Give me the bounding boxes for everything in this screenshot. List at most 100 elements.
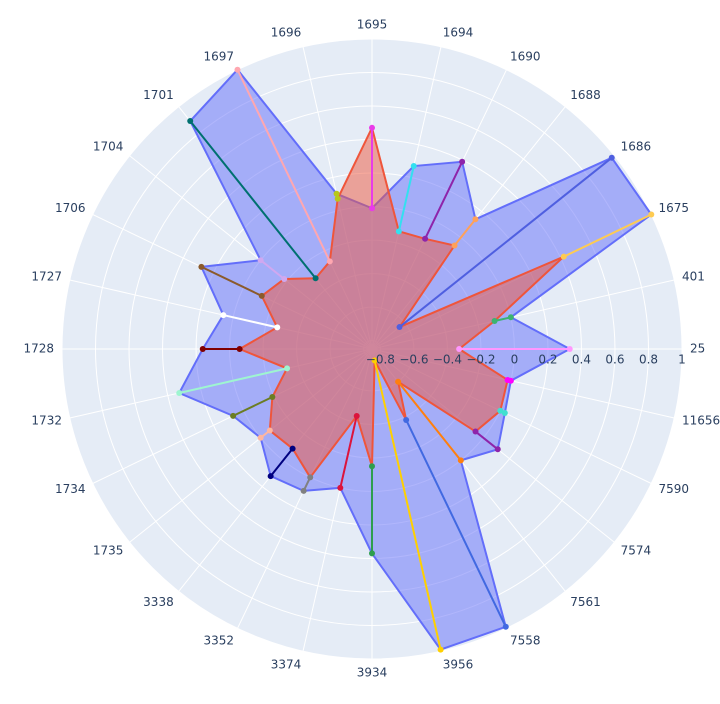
marker <box>608 154 615 161</box>
marker <box>198 263 205 270</box>
marker <box>369 550 375 557</box>
marker <box>472 428 479 435</box>
angular-tick-label: 1675 <box>659 201 690 215</box>
marker <box>236 346 243 352</box>
segment <box>223 314 278 329</box>
angular-tick-label: 3352 <box>203 633 234 647</box>
marker <box>371 357 378 364</box>
marker <box>369 463 375 470</box>
angular-tick-label: 1696 <box>271 26 302 40</box>
radial-tick-label: 1 <box>678 353 686 367</box>
segment <box>424 161 464 240</box>
marker <box>410 163 417 170</box>
marker <box>284 365 291 372</box>
angular-tick-label: 3956 <box>443 657 474 671</box>
marker <box>472 216 479 223</box>
radial-tick-label: 0.2 <box>538 353 557 367</box>
radial-tick-label: 0 <box>511 353 519 367</box>
marker <box>566 346 573 352</box>
marker <box>502 623 509 630</box>
radial-tick-label: 0.6 <box>605 353 624 367</box>
angular-tick-label: 7590 <box>659 482 690 496</box>
marker <box>187 118 194 125</box>
marker <box>333 190 340 197</box>
marker <box>337 484 344 491</box>
angular-tick-label: 1695 <box>357 18 388 32</box>
segment <box>179 367 288 394</box>
angular-tick-label: 3374 <box>271 657 302 671</box>
angular-tick-label: 1735 <box>93 544 124 558</box>
marker <box>326 258 333 265</box>
marker <box>289 445 296 452</box>
angular-tick-label: 1690 <box>510 50 541 64</box>
marker <box>257 257 264 264</box>
marker <box>497 407 504 414</box>
marker <box>281 276 288 283</box>
angular-tick-label: 1706 <box>55 201 86 215</box>
angular-tick-label: 1688 <box>570 88 601 102</box>
marker <box>459 158 466 165</box>
marker <box>369 124 375 131</box>
radial-tick-label: 0.8 <box>639 353 658 367</box>
segment <box>563 213 652 258</box>
angular-tick-label: 1704 <box>93 139 124 153</box>
segment <box>373 360 442 650</box>
angular-tick-label: 1727 <box>31 269 62 283</box>
marker <box>230 412 237 419</box>
angular-tick-label: 7558 <box>510 633 541 647</box>
marker <box>648 211 655 218</box>
radial-tick-label: −0.4 <box>433 353 462 367</box>
marker <box>199 346 206 352</box>
segment <box>474 430 499 451</box>
marker <box>395 378 402 385</box>
segment <box>397 381 462 461</box>
marker <box>437 646 444 653</box>
angular-tick-label: 401 <box>682 269 705 283</box>
radial-tick-label: −0.6 <box>399 353 428 367</box>
marker <box>456 346 463 352</box>
angular-tick-label: 7561 <box>570 595 601 609</box>
angular-tick-label: 7574 <box>621 544 652 558</box>
marker <box>560 253 567 260</box>
segment <box>260 259 285 280</box>
marker <box>269 393 276 400</box>
segment <box>189 120 317 279</box>
angular-tick-label: 1697 <box>203 50 234 64</box>
segment <box>236 69 331 262</box>
angular-tick-label: 1694 <box>443 26 474 40</box>
marker <box>176 389 183 396</box>
marker <box>422 235 429 242</box>
marker <box>395 228 402 235</box>
marker <box>403 416 410 423</box>
marker <box>334 195 341 202</box>
segment <box>397 165 415 232</box>
angular-tick-label: 11656 <box>682 414 720 428</box>
marker <box>494 446 501 453</box>
radial-tick-label: −0.8 <box>366 353 395 367</box>
angular-tick-label: 1701 <box>143 88 174 102</box>
segment <box>398 157 613 328</box>
marker <box>220 312 227 319</box>
segment <box>269 447 294 477</box>
marker <box>267 473 274 480</box>
segment <box>200 265 263 297</box>
marker <box>451 242 458 249</box>
marker <box>353 412 360 419</box>
angular-tick-label: 3934 <box>357 666 388 680</box>
angular-tick-label: 1732 <box>31 414 62 428</box>
angular-tick-label: 1734 <box>55 482 86 496</box>
radial-tick-label: −0.2 <box>466 353 495 367</box>
segment <box>339 415 358 489</box>
marker <box>300 487 307 494</box>
marker <box>457 457 464 464</box>
angular-tick-label: 25 <box>690 342 705 356</box>
marker <box>369 205 375 212</box>
marker <box>501 409 508 416</box>
marker <box>504 376 511 383</box>
marker <box>258 292 265 299</box>
marker <box>234 66 241 73</box>
marker <box>396 324 403 331</box>
angular-tick-label: 1728 <box>23 342 54 356</box>
marker <box>257 434 264 441</box>
